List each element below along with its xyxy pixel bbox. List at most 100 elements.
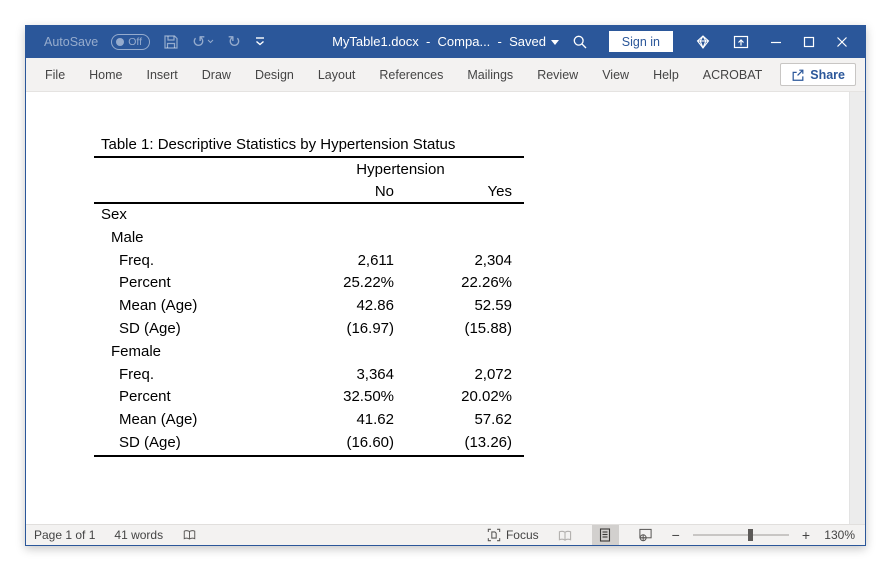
ribbon-display-options-icon[interactable] [733, 35, 749, 49]
value-yes: (15.88) [394, 318, 512, 341]
minimize-button[interactable] [770, 36, 782, 48]
table-row: SD (Age) (16.97) (15.88) [94, 318, 524, 341]
diamond-icon[interactable] [694, 34, 712, 50]
share-label: Share [810, 68, 845, 82]
ribbon-tabs-bar: File Home Insert Draw Design Layout Refe… [26, 58, 865, 92]
focus-label: Focus [506, 528, 539, 542]
table-row: Freq. 3,364 2,072 [94, 364, 524, 387]
table-title: Table 1: Descriptive Statistics by Hyper… [94, 135, 524, 158]
value-yes: 2,304 [394, 250, 512, 273]
row-label: Percent [94, 272, 254, 295]
focus-icon [487, 528, 501, 542]
row-label: Sex [94, 204, 254, 227]
value-yes [394, 227, 512, 250]
row-label: Percent [94, 386, 254, 409]
search-icon[interactable] [572, 34, 588, 50]
value-no: 2,611 [254, 250, 394, 273]
table-row: SD (Age) (16.60) (13.26) [94, 432, 524, 455]
table-row: Sex [94, 204, 524, 227]
value-no [254, 227, 394, 250]
zoom-slider-handle[interactable] [748, 529, 753, 541]
word-window: AutoSave Off ↺ ↻ [25, 25, 866, 546]
document-page[interactable]: Table 1: Descriptive Statistics by Hyper… [26, 92, 865, 524]
value-yes: (13.26) [394, 432, 512, 455]
row-label: Freq. [94, 364, 254, 387]
tab-layout[interactable]: Layout [318, 68, 356, 82]
close-button[interactable] [836, 36, 848, 48]
table-row: Male [94, 227, 524, 250]
value-no: (16.60) [254, 432, 394, 455]
tab-references[interactable]: References [379, 68, 443, 82]
tab-home[interactable]: Home [89, 68, 122, 82]
table-row: Percent 25.22% 22.26% [94, 272, 524, 295]
tab-file[interactable]: File [45, 68, 65, 82]
share-icon [791, 68, 805, 82]
ribbon-tabs: File Home Insert Draw Design Layout Refe… [26, 68, 762, 82]
value-no [254, 204, 394, 227]
statistics-table: Table 1: Descriptive Statistics by Hyper… [94, 135, 524, 457]
web-layout-button[interactable] [632, 525, 659, 545]
page-indicator[interactable]: Page 1 of 1 [34, 528, 95, 542]
table-row: Mean (Age) 42.86 52.59 [94, 295, 524, 318]
tab-help[interactable]: Help [653, 68, 679, 82]
table-row: Percent 32.50% 20.02% [94, 386, 524, 409]
span-header-hypertension: Hypertension [254, 158, 512, 182]
table-row: Freq. 2,611 2,304 [94, 250, 524, 273]
word-count[interactable]: 41 words [114, 528, 163, 542]
value-no: 3,364 [254, 364, 394, 387]
status-bar: Page 1 of 1 41 words Focus [26, 524, 865, 545]
value-yes: 2,072 [394, 364, 512, 387]
document-title: MyTable1.docx - Compa... - Saved [332, 34, 546, 49]
titlebar-controls: Sign in [572, 25, 865, 58]
row-label: Male [94, 227, 254, 250]
proofing-errors-icon[interactable] [182, 528, 197, 542]
zoom-level[interactable]: 130% [823, 528, 855, 542]
table-column-header-row: No Yes [94, 181, 524, 204]
sign-in-button[interactable]: Sign in [609, 31, 673, 52]
table-row: Mean (Age) 41.62 57.62 [94, 409, 524, 432]
table-row: Female [94, 341, 524, 364]
focus-button[interactable]: Focus [487, 528, 539, 542]
value-no: 25.22% [254, 272, 394, 295]
row-label: Freq. [94, 250, 254, 273]
row-label: Mean (Age) [94, 409, 254, 432]
value-yes: 57.62 [394, 409, 512, 432]
value-no: 42.86 [254, 295, 394, 318]
share-button[interactable]: Share [780, 63, 856, 86]
zoom-in-button[interactable]: + [802, 528, 810, 542]
row-label: SD (Age) [94, 432, 254, 455]
vertical-scrollbar[interactable] [849, 92, 865, 524]
value-yes: 20.02% [394, 386, 512, 409]
table-span-header-row: Hypertension [94, 158, 524, 181]
value-yes [394, 204, 512, 227]
row-label: Female [94, 341, 254, 364]
value-no: (16.97) [254, 318, 394, 341]
table-body: Sex Male Freq. 2,611 2,304 Percent 25.22… [94, 204, 524, 457]
value-no: 32.50% [254, 386, 394, 409]
column-header-no: No [254, 181, 394, 202]
zoom-slider[interactable] [693, 528, 789, 542]
empty-cell [94, 158, 254, 182]
column-header-yes: Yes [394, 181, 512, 202]
print-layout-button[interactable] [592, 525, 619, 545]
tab-acrobat[interactable]: ACROBAT [703, 68, 763, 82]
row-label: Mean (Age) [94, 295, 254, 318]
saved-dropdown-icon[interactable] [551, 40, 559, 45]
value-yes: 52.59 [394, 295, 512, 318]
status-bar-right: Focus − [487, 525, 865, 545]
tab-draw[interactable]: Draw [202, 68, 231, 82]
tab-review[interactable]: Review [537, 68, 578, 82]
value-yes [394, 341, 512, 364]
zoom-out-button[interactable]: − [672, 528, 680, 542]
tab-mailings[interactable]: Mailings [467, 68, 513, 82]
tab-insert[interactable]: Insert [147, 68, 178, 82]
titlebar: AutoSave Off ↺ ↻ [26, 25, 865, 58]
status-bar-left: Page 1 of 1 41 words [26, 528, 197, 542]
tab-design[interactable]: Design [255, 68, 294, 82]
empty-cell [94, 181, 254, 202]
tab-view[interactable]: View [602, 68, 629, 82]
read-mode-button[interactable] [552, 525, 579, 545]
maximize-button[interactable] [803, 36, 815, 48]
value-no [254, 341, 394, 364]
zoom-slider-track [693, 534, 789, 536]
